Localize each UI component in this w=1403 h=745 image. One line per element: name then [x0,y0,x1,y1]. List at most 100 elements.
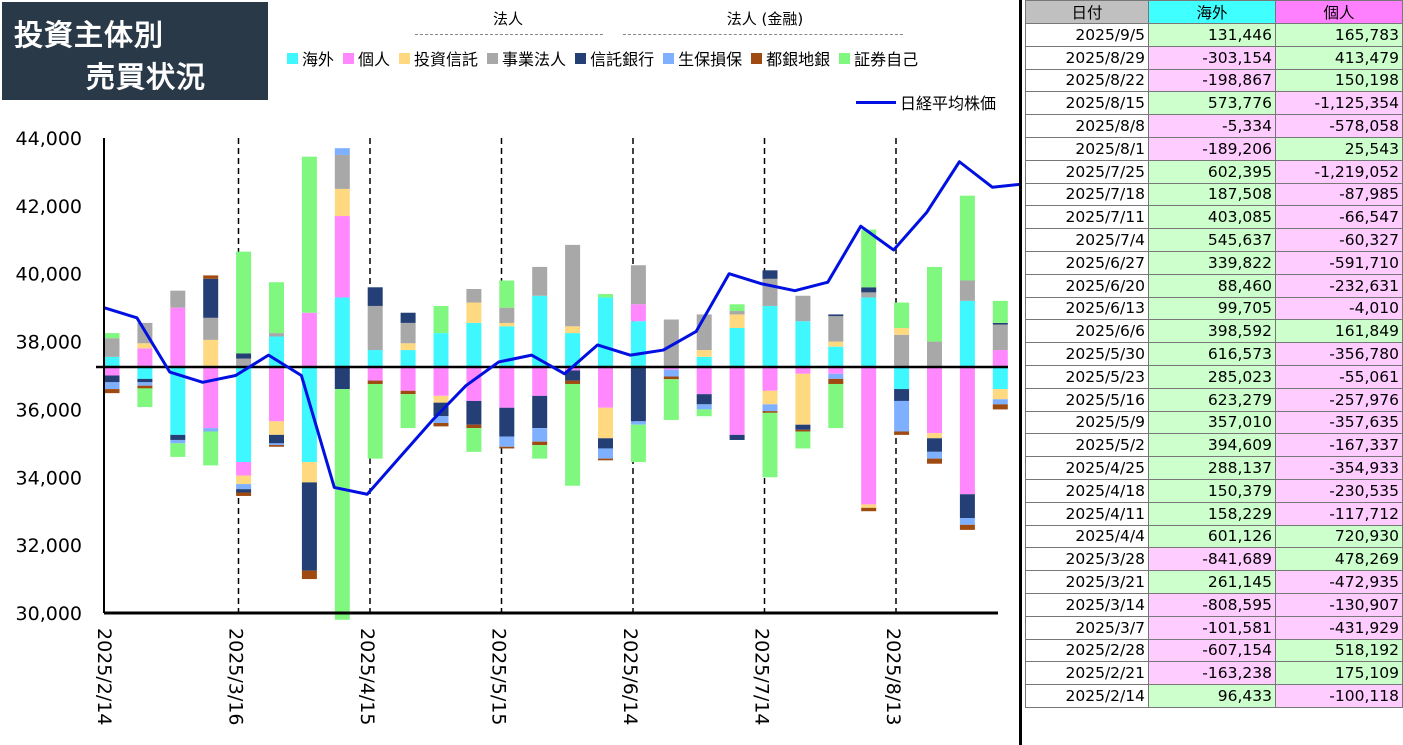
bar-segment [301,156,317,313]
table-row: 2025/2/14 96,433 -100,118 [1025,684,1403,708]
legend-label: 信託銀行 [590,50,655,69]
cell-date: 2025/5/2 [1025,433,1149,458]
bar-segment [959,195,975,281]
bar-segment [499,436,515,447]
table-row: 2025/8/15 573,776 -1,125,354 [1025,91,1403,116]
bar-segment [565,244,581,327]
cell-kojin: -230,535 [1275,478,1403,503]
cell-date: 2025/9/5 [1025,23,1149,47]
bar-segment [762,367,778,391]
cell-kaigai: 601,126 [1148,524,1276,549]
cell-kojin: -130,907 [1275,592,1403,617]
bar-segment [203,317,219,340]
bar-segment [630,304,646,322]
cell-date: 2025/3/14 [1025,592,1149,617]
cell-kojin: 165,783 [1275,23,1403,47]
bar-segment [992,324,1008,351]
cell-kaigai: 88,460 [1148,273,1276,298]
bar-segment [992,322,1008,325]
bar-segment [992,300,1008,323]
bar-segment [959,280,975,301]
title-line2: 売買状況 [86,60,207,94]
cell-kaigai: -198,867 [1148,68,1276,93]
table-row: 2025/2/28 -607,154 518,192 [1025,638,1403,663]
bar-segment [466,424,482,429]
cell-kojin: -4,010 [1275,296,1403,321]
legend-swatch [399,52,411,64]
bar-segment [762,305,778,368]
bar-segment [334,389,350,620]
cell-date: 2025/6/6 [1025,319,1149,344]
table-row: 2025/3/28 -841,689 478,269 [1025,547,1403,572]
bar-segment [861,297,877,368]
bar-segment [762,404,778,412]
cell-kaigai: 602,395 [1148,159,1276,184]
legend-item-kaigai: 海外 [287,46,334,70]
bar-segment [992,367,1008,390]
cell-kaigai: 403,085 [1148,205,1276,230]
cell-kojin: -100,118 [1275,684,1403,708]
bar-segment [894,302,910,328]
bar-segment [565,326,581,334]
bar-segment [927,266,942,342]
cell-date: 2025/8/8 [1025,114,1149,138]
bar-segment [400,350,416,368]
bar-segment [170,290,186,308]
bar-segment [927,341,942,368]
table-row: 2025/5/9 357,010 -357,635 [1025,410,1403,435]
bar-segment [565,383,581,486]
title-line1: 投資主体別 [14,18,165,52]
bar-segment [927,367,942,434]
bar-segment [795,295,811,322]
group-label-hojin: 法人 [492,10,523,28]
y-tick-label: 32,000 [16,535,82,557]
cell-kojin: -357,635 [1275,410,1403,435]
cell-kaigai: 187,508 [1148,182,1276,207]
legend-item-shintaku: 信託銀行 [575,46,654,70]
cell-date: 2025/2/21 [1025,661,1149,686]
table-row: 2025/4/4 601,126 720,930 [1025,524,1403,549]
bar-segment [927,438,942,452]
cell-date: 2025/8/22 [1025,68,1149,93]
bar-segment [334,154,350,189]
y-tick-label: 34,000 [16,467,82,489]
cell-kojin: -431,929 [1275,615,1403,640]
bar-segment [203,278,219,318]
bar-segment [532,367,548,396]
bar-segment [367,380,383,384]
bar-segment [236,251,252,354]
bar-segment [104,356,120,368]
cell-date: 2025/6/27 [1025,250,1149,275]
cell-kaigai: 261,145 [1148,570,1276,594]
bar-segment [565,370,581,381]
panel-separator [1019,0,1022,745]
bar-segment [170,434,186,440]
bar-segment [236,489,252,493]
bar-segment [170,307,186,368]
legend-item-seiho: 生保損保 [663,46,742,70]
table-row: 2025/2/21 -163,238 175,109 [1025,661,1403,686]
bar-segment [894,334,910,368]
bar-segment [992,389,1008,400]
bar-segment [696,356,712,368]
cell-kojin: -591,710 [1275,250,1403,275]
bar-segment [269,445,284,447]
bar-segment [795,367,811,374]
cell-kaigai: 616,573 [1148,342,1276,366]
bar-segment [203,367,219,429]
cell-kojin: -1,125,354 [1275,91,1403,116]
bar-segment [532,295,548,368]
cell-date: 2025/8/1 [1025,136,1149,161]
bar-segment [729,367,745,435]
flow-table: 日付 海外 個人 2025/9/5 131,446 165,783 2025/8/29… [1025,0,1403,708]
bar-segment [367,305,383,351]
cell-kojin: 175,109 [1275,661,1403,686]
bar-segment [663,367,679,370]
bar-segment [466,302,482,323]
bar-segment [598,294,613,298]
bar-segment [499,367,515,408]
cell-kojin: -232,631 [1275,273,1403,298]
bar-segment [137,378,153,383]
bar-segment [334,367,350,390]
cell-kaigai: 158,229 [1148,501,1276,526]
